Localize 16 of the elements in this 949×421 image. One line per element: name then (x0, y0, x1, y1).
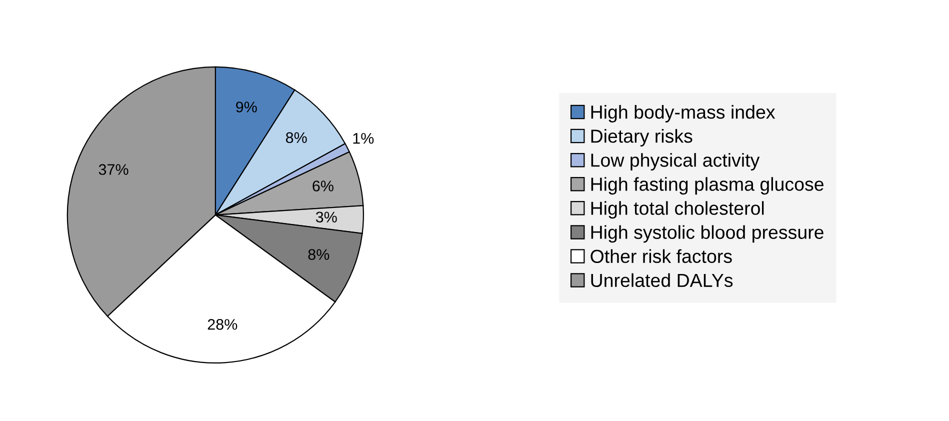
legend-label: High total cholesterol (591, 201, 764, 219)
data-label: 8% (308, 249, 330, 260)
legend-label: Other risk factors (590, 249, 732, 264)
legend-label: High fasting plasma glucose (591, 177, 824, 195)
data-label: 6% (312, 180, 334, 192)
legend-label: Low physical activity (591, 153, 760, 171)
data-label: 37% (98, 164, 128, 175)
data-label: 1% (353, 133, 374, 144)
data-label: 28% (208, 319, 238, 330)
legend-label: Unrelated DALYs (591, 273, 733, 288)
data-label: 9% (236, 102, 257, 112)
legend-label: High systolic blood pressure (591, 225, 824, 243)
legend-label: High body-mass index (591, 104, 776, 122)
data-label: 8% (286, 132, 307, 144)
legend-label: Dietary risks (591, 129, 692, 147)
data-label: 3% (316, 212, 337, 223)
